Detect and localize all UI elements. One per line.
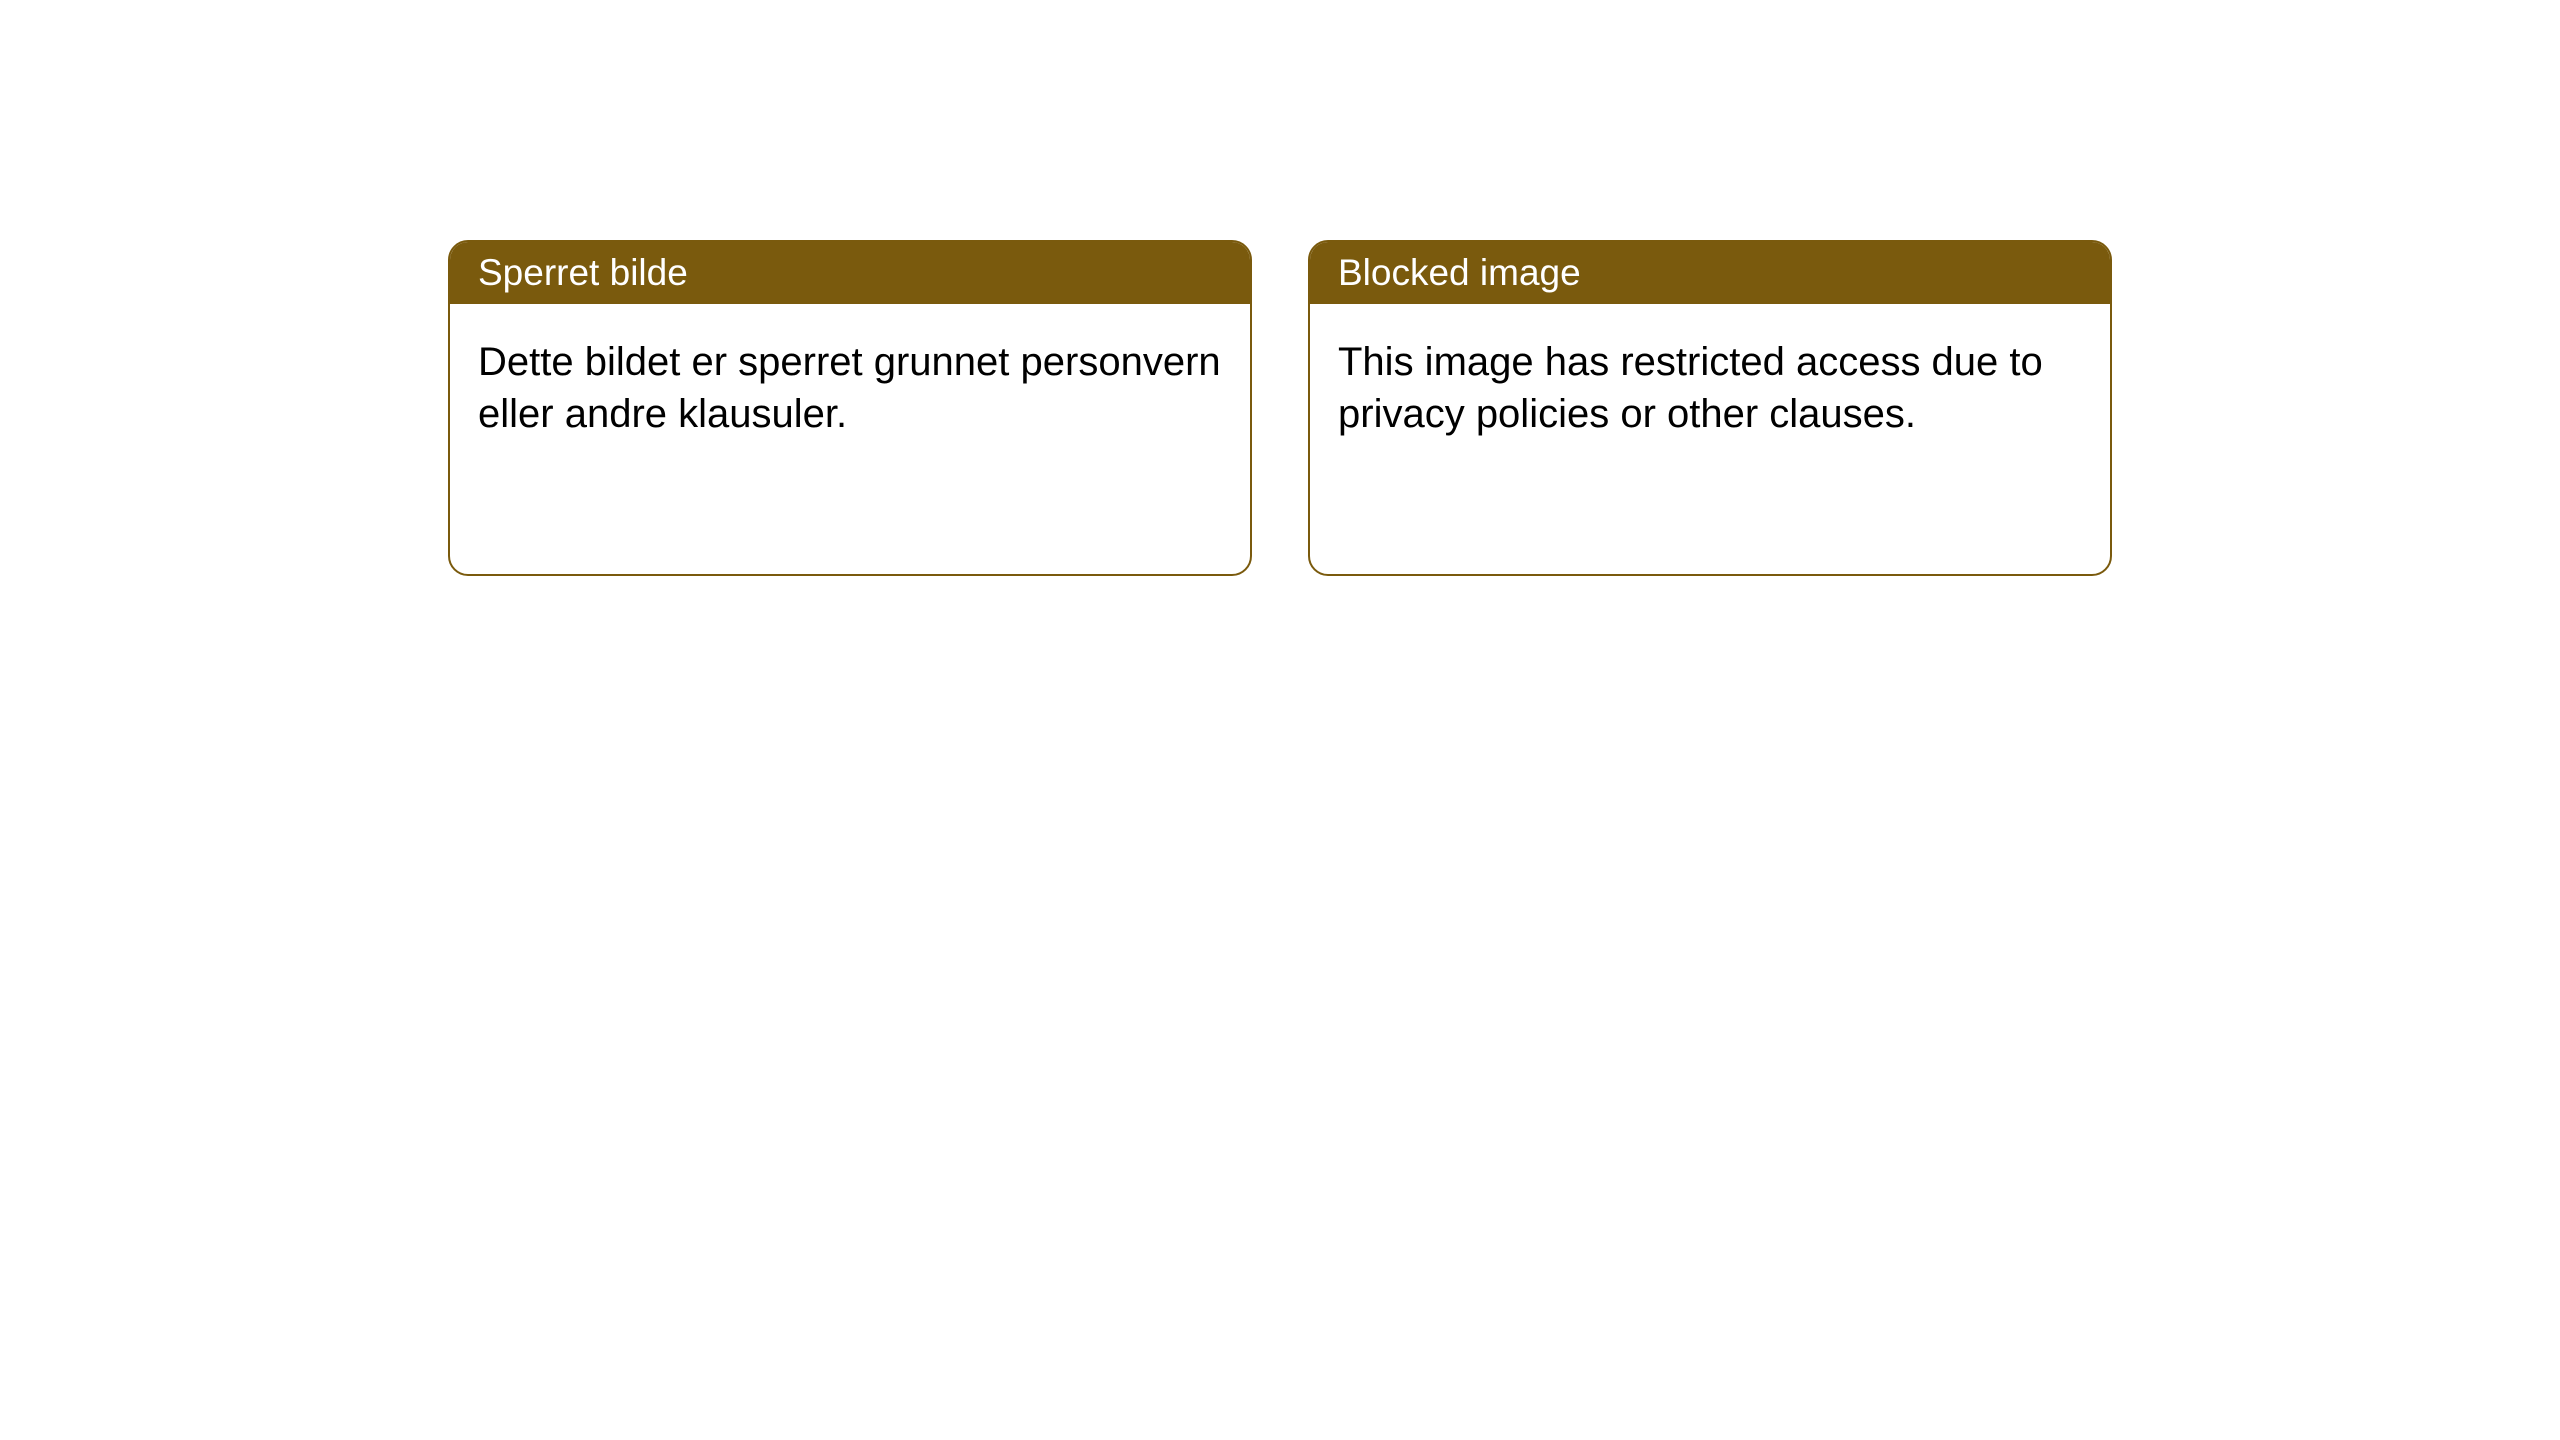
- card-title: Sperret bilde: [478, 252, 688, 293]
- card-body: This image has restricted access due to …: [1310, 304, 2110, 472]
- card-title: Blocked image: [1338, 252, 1581, 293]
- cards-container: Sperret bilde Dette bildet er sperret gr…: [448, 240, 2560, 576]
- card-body-text: This image has restricted access due to …: [1338, 340, 2043, 436]
- card-body-text: Dette bildet er sperret grunnet personve…: [478, 340, 1221, 436]
- card-norwegian: Sperret bilde Dette bildet er sperret gr…: [448, 240, 1252, 576]
- card-body: Dette bildet er sperret grunnet personve…: [450, 304, 1250, 472]
- card-header: Sperret bilde: [450, 242, 1250, 304]
- card-header: Blocked image: [1310, 242, 2110, 304]
- card-english: Blocked image This image has restricted …: [1308, 240, 2112, 576]
